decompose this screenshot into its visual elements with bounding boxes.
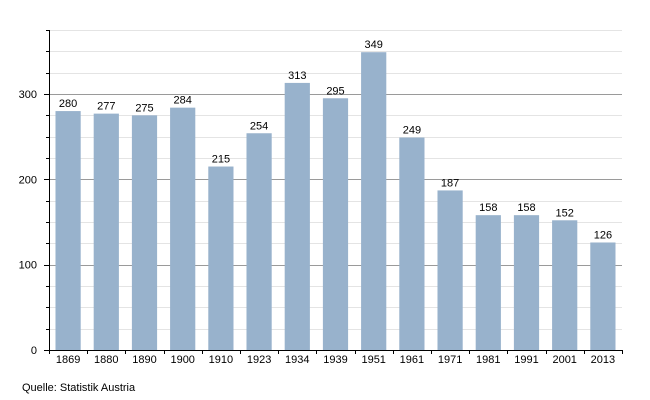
data-label-1981: 158 — [479, 202, 497, 214]
bar-2013 — [590, 242, 616, 350]
data-label-1939: 295 — [326, 85, 344, 97]
bar-1923 — [246, 133, 272, 350]
bar-2001 — [552, 220, 578, 350]
data-label-1869: 280 — [59, 98, 77, 110]
data-label-1961: 249 — [403, 125, 421, 137]
x-tick-label-1900: 1900 — [170, 354, 194, 366]
bar-1951 — [361, 52, 387, 350]
bar-1869 — [55, 111, 81, 350]
y-tick-label-0: 0 — [31, 345, 37, 357]
x-tick-label-2013: 2013 — [591, 354, 615, 366]
axes — [44, 30, 623, 354]
bar-1971 — [437, 190, 463, 350]
bar-1981 — [475, 215, 501, 350]
bar-1910 — [208, 166, 234, 350]
bar-1961 — [399, 137, 425, 350]
x-tick-label-1923: 1923 — [247, 354, 271, 366]
bar-1991 — [513, 215, 540, 350]
y-tick-labels: 0 100 200 300 — [19, 89, 37, 357]
x-tick-label-1890: 1890 — [132, 354, 156, 366]
data-label-1951: 349 — [365, 39, 383, 51]
data-label-1880: 277 — [97, 101, 115, 113]
x-tick-labels: 1869 1880 1890 1900 1910 1923 1934 1939 1951 1961… — [56, 354, 615, 366]
data-labels: 280 277 275 284 215 254 313 295 349 249 187 158 158 1… — [59, 39, 612, 241]
bar-1890 — [131, 115, 158, 350]
y-tick-label-300: 300 — [19, 89, 37, 101]
x-tick-label-1981: 1981 — [476, 354, 500, 366]
data-label-1971: 187 — [441, 177, 459, 189]
x-tick-label-1880: 1880 — [94, 354, 118, 366]
x-tick-label-1869: 1869 — [56, 354, 80, 366]
x-tick-label-1939: 1939 — [323, 354, 347, 366]
bars — [55, 52, 616, 351]
data-label-1900: 284 — [174, 95, 192, 107]
bar-1934 — [284, 82, 310, 350]
source-note: Quelle: Statistik Austria — [22, 382, 136, 394]
x-tick-label-1934: 1934 — [285, 354, 309, 366]
bar-1880 — [93, 113, 119, 350]
data-label-2001: 152 — [556, 207, 574, 219]
x-tick-label-1971: 1971 — [438, 354, 462, 366]
data-label-1890: 275 — [135, 102, 153, 114]
data-label-1991: 158 — [517, 202, 535, 214]
data-label-1910: 215 — [212, 154, 230, 166]
x-tick-label-1991: 1991 — [514, 354, 538, 366]
data-label-1934: 313 — [288, 70, 306, 82]
x-tick-label-1961: 1961 — [400, 354, 424, 366]
y-tick-label-100: 100 — [19, 260, 37, 272]
bar-1939 — [322, 98, 349, 351]
x-tick-label-1910: 1910 — [209, 354, 233, 366]
bar-1900 — [170, 107, 196, 351]
y-tick-label-200: 200 — [19, 174, 37, 186]
data-label-1923: 254 — [250, 120, 268, 132]
x-tick-label-2001: 2001 — [552, 354, 576, 366]
x-tick-label-1951: 1951 — [361, 354, 385, 366]
data-label-2013: 126 — [594, 229, 612, 241]
